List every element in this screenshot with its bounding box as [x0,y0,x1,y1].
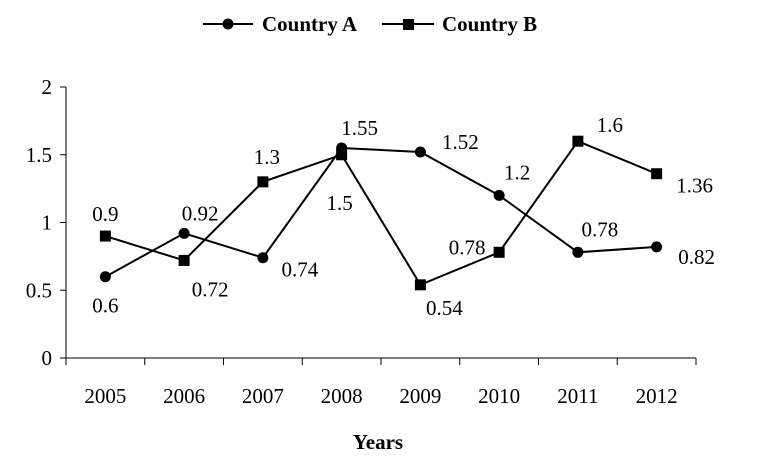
legend-item-country-b: Country B [382,12,537,36]
series-line-country-b [105,139,657,287]
legend-label-country-b: Country B [442,12,537,36]
data-point-country-b [99,230,111,242]
data-point-country-a [572,246,584,258]
series-layer [99,135,663,291]
y-tick-label: 1 [42,211,53,235]
data-point-country-a [493,189,505,201]
legend-marker-square [403,19,414,30]
data-label-country-b: 1.36 [676,174,713,198]
data-label-country-a: 0.6 [92,294,118,318]
data-label-country-b: 0.78 [449,235,486,259]
x-tick-label: 2011 [557,384,598,408]
data-label-country-b: 0.54 [426,296,463,320]
x-tick-label: 2012 [636,384,678,408]
data-point-country-a [414,146,426,158]
data-labels: 0.6 0.92 0.74 1.55 1.52 1.2 0.78 0.82 0.9 0.72 1.3… [92,113,715,320]
data-label-country-a: 1.2 [504,160,530,184]
data-point-country-b [493,246,505,258]
y-tick-label: 0 [42,346,53,370]
data-label-country-a: 0.74 [282,258,319,282]
series-line-country-a [104,146,657,278]
data-label-country-a: 0.82 [678,245,715,269]
data-point-country-a [651,241,663,253]
x-axis-title: Years [353,430,403,454]
data-label-country-b: 1.6 [597,113,623,137]
data-point-country-b [257,176,269,188]
data-point-country-a [178,227,190,239]
y-ticks: 0 0.5 1 1.5 2 [26,75,66,370]
x-tick-label: 2005 [84,384,126,408]
data-label-country-a: 0.92 [182,201,219,225]
data-label-country-b: 0.72 [192,277,229,301]
data-label-country-b: 0.9 [92,202,118,226]
data-point-country-a [257,252,269,264]
data-point-country-a [99,271,111,283]
legend: Country A Country B [203,12,537,36]
data-point-country-b [178,254,190,266]
legend-item-country-a: Country A [203,12,358,36]
y-tick-label: 1.5 [26,143,52,167]
x-tick-label: 2006 [163,384,205,408]
data-point-country-b [336,149,348,161]
x-tick-label: 2007 [242,384,284,408]
x-tick-label: 2008 [321,384,363,408]
data-point-country-b [651,168,663,180]
legend-marker-circle [222,18,234,30]
data-label-country-a: 0.78 [582,217,619,241]
x-tick-label: 2009 [399,384,441,408]
data-label-country-a: 1.55 [341,116,378,140]
y-tick-label: 0.5 [26,278,52,302]
x-tick-label: 2010 [478,384,520,408]
data-label-country-b: 1.3 [254,145,280,169]
y-tick-label: 2 [42,75,53,99]
x-ticks: 2005 2006 2007 2008 2009 2010 2011 2012 [65,358,697,408]
data-point-country-b [572,135,584,147]
legend-label-country-a: Country A [262,12,358,36]
data-label-country-a: 1.52 [442,130,479,154]
data-label-country-b: 1.5 [327,191,353,215]
data-point-country-b [414,279,426,291]
